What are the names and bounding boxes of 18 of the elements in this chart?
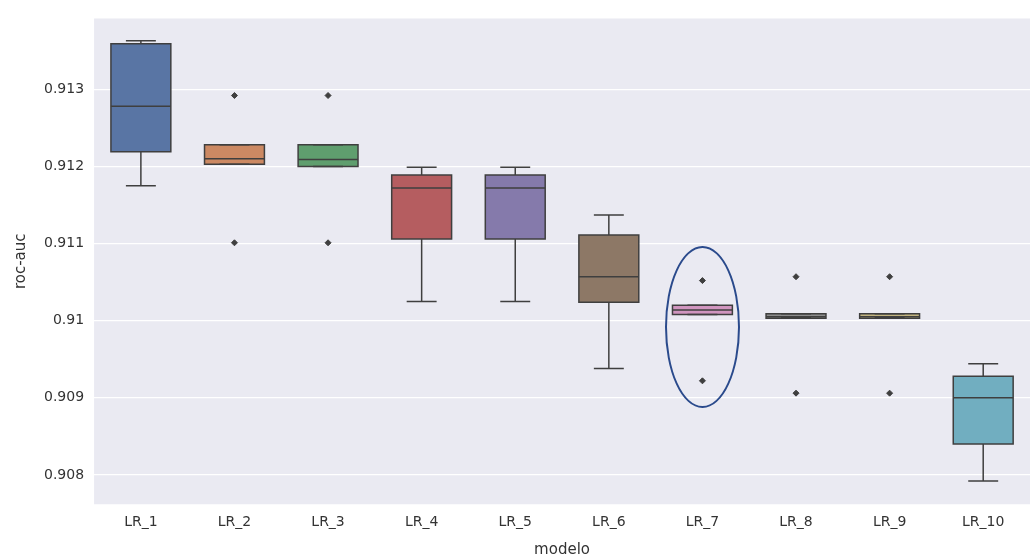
x-tick-label: LR_7 [685,513,720,530]
y-tick-label: 0.912 [43,157,85,174]
x-tick-label: LR_4 [404,513,439,530]
x-tick-label: LR_3 [311,513,345,530]
x-tick-label: LR_1 [124,513,158,530]
y-tick-label: 0.909 [43,388,85,405]
x-tick-label: LR_10 [962,513,1005,530]
x-tick-label: LR_5 [498,513,532,530]
y-tick-label: 0.913 [43,79,85,96]
x-tick-label: LR_9 [872,513,907,530]
y-tick-label: 0.911 [43,234,85,251]
y-tick-label: 0.91 [52,311,85,328]
x-tick-label: LR_2 [217,513,252,530]
y-axis-title: roc-auc [10,233,29,290]
x-tick-label: LR_8 [779,513,813,530]
x-axis-title: modelo [534,539,590,558]
y-tick-label: 0.908 [43,465,85,482]
x-tick-label: LR_6 [592,513,626,530]
